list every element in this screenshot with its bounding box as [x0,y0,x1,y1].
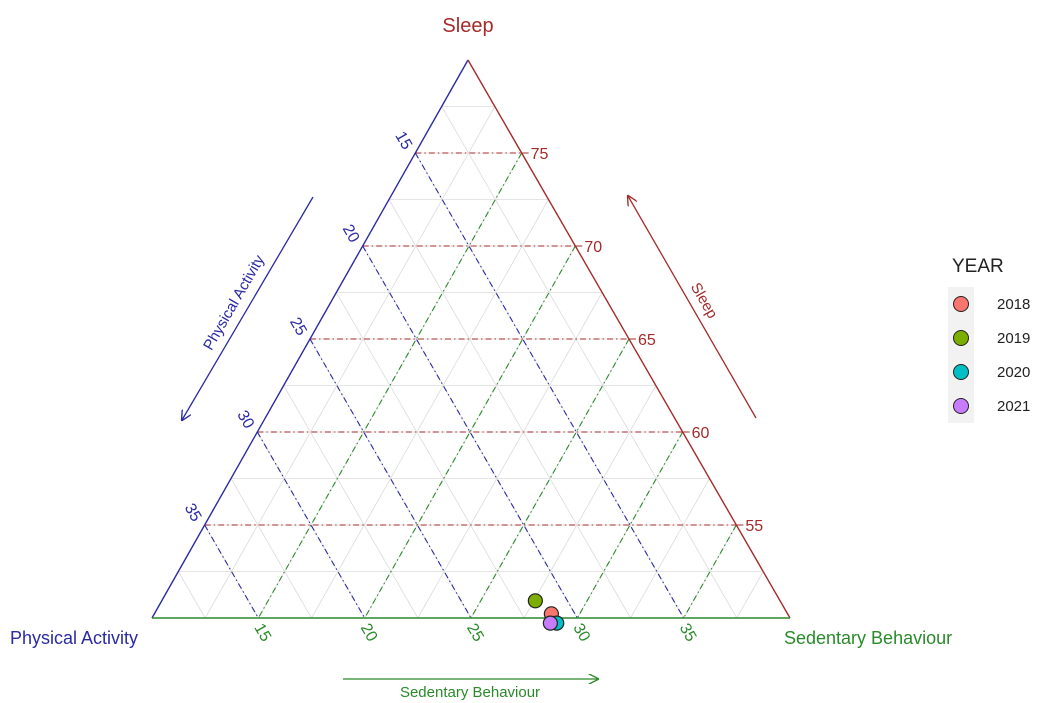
minor-gridline [177,571,206,619]
sedentary-gridline [364,245,576,619]
legend-label-2019: 2019 [997,329,1031,347]
physical-activity-tick-label: 25 [286,315,310,339]
sedentary-gridline [683,524,737,619]
physical-activity-tick-label: 20 [339,222,363,246]
sedentary-axis-title: Sedentary Behaviour [784,628,952,648]
minor-gridline [470,338,630,619]
physical-activity-gridline [414,152,685,619]
minor-gridline [335,292,525,619]
point-2021 [542,615,558,631]
minor-gridline [523,385,657,619]
sleep-tick-label: 70 [584,239,602,256]
legend-swatch-2021 [953,398,969,414]
sedentary-gridline [576,431,684,619]
sleep-tick-label: 65 [638,332,656,349]
sedentary-tick-label: 30 [569,621,593,645]
physical-activity-tick-label: 15 [391,129,415,153]
sleep-arrow-label: Sleep [687,280,721,322]
minor-gridline [630,478,710,619]
minor-gridline [388,199,631,619]
minor-gridline [230,478,312,619]
physical-activity-axis-line [151,59,469,619]
sedentary-tick-label: 35 [676,621,700,645]
legend-swatch-2018 [953,296,969,312]
physical-activity-axis-title: Physical Activity [10,628,138,648]
physical-activity-tick-label: 35 [181,501,205,525]
sleep-tick-label: 60 [692,425,710,442]
legend-title: YEAR [952,256,1004,277]
legend-item-2021: 2021 [948,389,1030,423]
legend-item-2020: 2020 [948,355,1030,389]
physical-activity-gridline [362,245,578,619]
legend-label-2020: 2020 [997,363,1031,381]
sedentary-tick-label: 15 [250,621,274,645]
legend-item-2018: 2018 [948,287,1030,321]
sedentary-tick-label: 20 [357,621,381,645]
physical-activity-gridline [204,524,259,619]
physical-activity-gridline [256,431,366,619]
minor-gridline [311,199,549,619]
legend-label-2018: 2018 [997,295,1031,313]
sedentary-tick-label: 25 [463,621,487,645]
point-2019 [527,593,543,609]
sleep-axis-title: Sleep [442,15,493,37]
sleep-tick-label: 75 [531,146,549,163]
sleep-direction-arrow [628,196,757,419]
minor-gridline [417,292,603,619]
sleep-tick-label: 55 [745,518,763,535]
minor-gridline [309,338,472,619]
minor-gridline [441,106,738,619]
sedentary-arrow-label: Sedentary Behaviour [400,684,540,701]
minor-gridline [204,106,496,619]
physical-activity-tick-label: 30 [233,408,257,432]
physical-activity-direction-arrow [182,196,314,420]
minor-gridline [283,385,419,619]
legend: YEAR 2018 2019 2020 2021 [948,256,1038,423]
legend-swatch-2019 [953,330,969,346]
physical-activity-arrow-label: Physical Activity [200,252,268,353]
legend-label-2021: 2021 [997,397,1031,415]
legend-item-2019: 2019 [948,321,1030,355]
minor-gridline [736,571,764,619]
legend-swatch-2020 [953,364,969,380]
